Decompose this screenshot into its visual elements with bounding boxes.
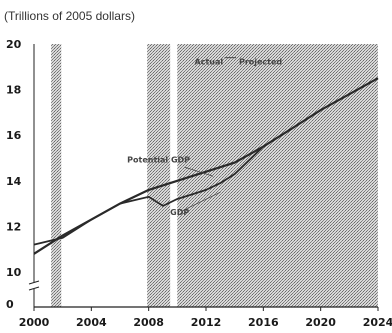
axis-break-gap bbox=[30, 282, 38, 289]
y-tick-label-18: 18 bbox=[6, 84, 21, 97]
axis-break-mark-2 bbox=[28, 286, 40, 291]
x-tick-label-2000: 2000 bbox=[19, 316, 50, 329]
x-tick-label-2024: 2024 bbox=[363, 316, 392, 329]
shaded-regions bbox=[51, 44, 378, 307]
y-tick-label-20: 20 bbox=[6, 38, 22, 51]
x-tick-label-2004: 2004 bbox=[76, 316, 107, 329]
y-tick-label-16: 16 bbox=[6, 129, 22, 142]
axis-break-mark-1 bbox=[28, 280, 40, 285]
annotation-potential-gdp: Potential GDP bbox=[127, 156, 190, 165]
recession-shade-1 bbox=[147, 44, 171, 307]
y-tick-label-0: 0 bbox=[6, 298, 14, 311]
x-tick-label-2012: 2012 bbox=[191, 316, 222, 329]
x-tick-label-2008: 2008 bbox=[133, 316, 164, 329]
y-axis-ticks: 0 10 12 14 16 18 20 bbox=[6, 38, 22, 311]
x-axis-ticks: 2000 2004 2008 2012 2016 2020 2024 bbox=[19, 307, 392, 329]
projected-shade bbox=[177, 44, 378, 307]
annotations: Actual Projected Potential GDP GDP bbox=[127, 57, 282, 217]
annotation-projected: Projected bbox=[239, 58, 282, 67]
gdp-line bbox=[33, 145, 264, 246]
y-tick-label-14: 14 bbox=[6, 175, 22, 188]
y-tick-label-12: 12 bbox=[6, 220, 21, 233]
series-lines bbox=[33, 77, 379, 255]
recession-shade-0 bbox=[51, 44, 62, 307]
annotation-leader-potential bbox=[184, 166, 214, 177]
annotation-leader-gdp bbox=[182, 191, 221, 211]
y-tick-label-10: 10 bbox=[6, 266, 22, 279]
axes bbox=[28, 44, 378, 308]
annotation-gdp: GDP bbox=[170, 208, 189, 217]
unit-label: (Trillions of 2005 dollars) bbox=[4, 9, 135, 23]
annotation-actual: Actual bbox=[195, 58, 224, 67]
x-tick-label-2020: 2020 bbox=[305, 316, 336, 329]
x-tick-label-2016: 2016 bbox=[248, 316, 279, 329]
